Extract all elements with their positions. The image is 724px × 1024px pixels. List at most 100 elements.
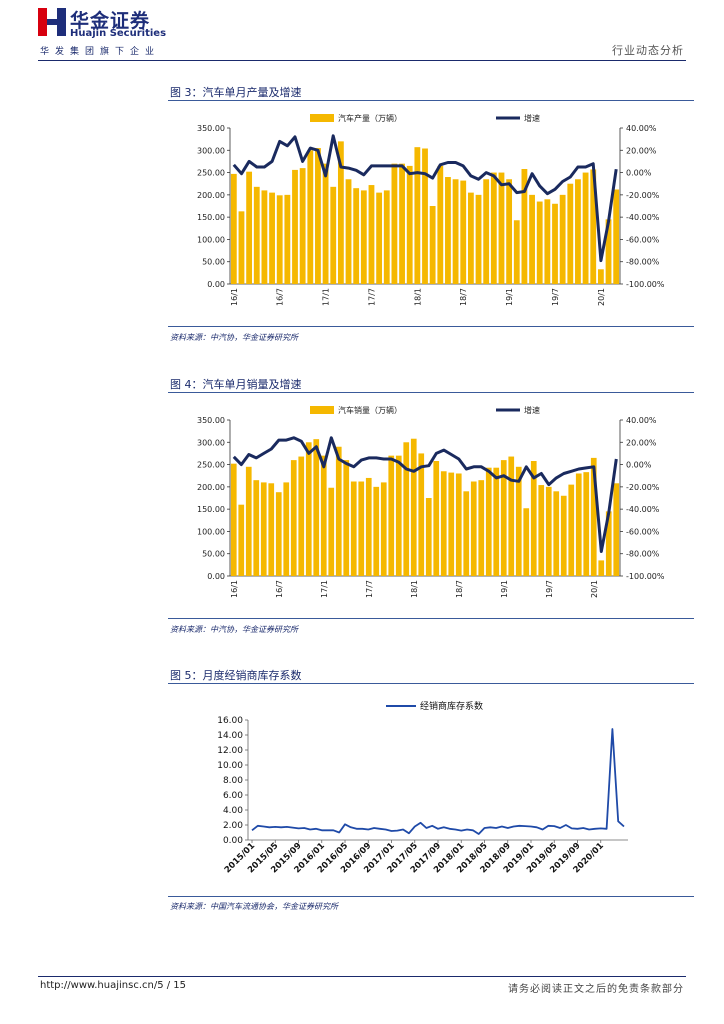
- bar: [399, 163, 405, 284]
- bar: [298, 456, 305, 576]
- y-tick-label: 250.00: [197, 461, 225, 470]
- bar: [582, 172, 589, 284]
- bar: [410, 438, 417, 576]
- figure-5-top-rule: [168, 683, 694, 684]
- bar: [530, 461, 537, 576]
- figure-3-bottom-rule: [168, 326, 694, 327]
- bar: [544, 199, 551, 284]
- y-tick-label: 350.00: [197, 124, 225, 133]
- y-tick-label: 100.00: [197, 527, 225, 536]
- bar: [305, 442, 312, 576]
- bar: [268, 483, 275, 576]
- brand-name-cn: 华金证券: [70, 10, 151, 32]
- bar: [575, 179, 581, 284]
- bar: [422, 148, 428, 284]
- bar: [538, 485, 545, 576]
- figure-3-title: 图 3：汽车单月产量及增速: [170, 86, 302, 99]
- y2-tick-label: -40.00%: [626, 505, 660, 514]
- bar: [429, 206, 436, 284]
- y-tick-label: 350.00: [197, 416, 225, 425]
- growth-line: [232, 134, 618, 263]
- y-tick-label: 16.00: [217, 716, 243, 726]
- bar: [440, 471, 447, 576]
- bar: [506, 179, 513, 284]
- y-tick-label: 250.00: [197, 169, 225, 178]
- figure-5-title: 图 5：月度经销商库存系数: [170, 669, 302, 682]
- y2-tick-label: -100.00%: [626, 572, 665, 581]
- bar: [406, 165, 413, 284]
- bar: [523, 508, 530, 576]
- bar: [590, 457, 597, 576]
- y2-tick-label: -20.00%: [626, 191, 660, 200]
- x-tick-label: 17/1: [320, 580, 329, 598]
- figure-4-title: 图 4：汽车单月销量及增速: [170, 378, 302, 391]
- bar: [261, 190, 268, 284]
- bar: [380, 482, 387, 576]
- bar: [335, 446, 342, 576]
- production-chart: 汽车产量（万辆） 增速 350.00 300.00 250.00 200.00 150.00…: [197, 113, 665, 306]
- y2-tick-label: 20.00%: [626, 146, 657, 155]
- bar: [498, 172, 505, 284]
- huajin-logo-icon: [38, 8, 66, 36]
- y-tick-label: 4.00: [223, 806, 243, 816]
- x-tick-label: 18/1: [410, 580, 419, 598]
- inventory-coefficient-chart: 经销商库存系数 16.00 14.00 12.00 10.00 8.00 6.00 4.00 2…: [217, 700, 628, 875]
- bar: [292, 169, 298, 284]
- bar: [475, 194, 482, 284]
- bar: [490, 172, 497, 284]
- y-tick-label: 12.00: [217, 746, 243, 756]
- bar: [283, 482, 290, 576]
- bar: [425, 498, 432, 576]
- y-tick-label: 200.00: [197, 191, 225, 200]
- y2-tick-label: -80.00%: [626, 550, 660, 559]
- bar: [307, 150, 314, 284]
- bar: [328, 487, 335, 576]
- x-tick-label: 17/7: [367, 288, 376, 306]
- bar: [269, 192, 275, 284]
- y-tick-label: 14.00: [217, 731, 243, 741]
- footer-divider: [38, 976, 686, 977]
- bar: [521, 169, 528, 284]
- legend-label-line: 经销商库存系数: [420, 700, 483, 712]
- y-tick-label: 0.00: [223, 836, 243, 846]
- x-tick-label: 18/7: [455, 580, 464, 598]
- x-tick-label: 16/7: [275, 580, 284, 598]
- y-tick-label: 50.00: [202, 550, 225, 559]
- legend-swatch-bars: [310, 406, 334, 414]
- bar: [414, 147, 421, 284]
- bar: [238, 504, 245, 576]
- bar: [483, 179, 490, 284]
- y2-tick-label: -60.00%: [626, 235, 660, 244]
- bar: [605, 511, 612, 576]
- bar: [353, 188, 360, 284]
- figure-4-source: 资料来源：中汽协，华金证券研究所: [170, 625, 298, 634]
- x-tick-label: 17/7: [365, 580, 374, 598]
- y-tick-label: 0.00: [207, 572, 225, 581]
- bar: [320, 455, 327, 576]
- bar: [299, 168, 306, 284]
- bar: [583, 472, 590, 576]
- bar: [437, 165, 444, 284]
- bar: [500, 460, 507, 576]
- bar: [433, 461, 440, 576]
- report-type: 行业动态分析: [612, 44, 684, 57]
- sub-brand: 华发集团旗下企业: [40, 47, 161, 57]
- bar: [568, 484, 575, 576]
- bar: [360, 190, 367, 284]
- y2-tick-label: -80.00%: [626, 258, 660, 267]
- y2-tick-label: 0.00%: [626, 461, 652, 470]
- x-tick-label: 19/7: [551, 288, 560, 306]
- bar: [560, 495, 567, 576]
- x-tick-label: 18/7: [459, 288, 468, 306]
- y-tick-label: 6.00: [223, 791, 243, 801]
- bar: [559, 194, 566, 284]
- figure-5-bottom-rule: [168, 896, 694, 897]
- y2-tick-label: -20.00%: [626, 483, 660, 492]
- bar: [597, 269, 604, 284]
- bar: [545, 486, 552, 576]
- x-tick-label: 16/1: [230, 288, 239, 306]
- bar: [613, 189, 620, 284]
- x-tick-label: 18/1: [413, 288, 422, 306]
- bar: [470, 481, 477, 576]
- bar: [350, 481, 357, 576]
